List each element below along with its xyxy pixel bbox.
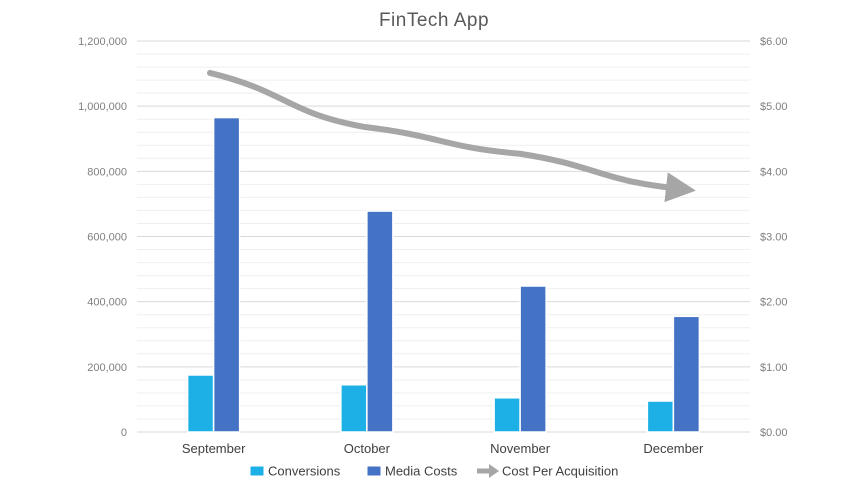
bar-media-costs [672,315,701,433]
bar-conversions [186,374,215,433]
right-tick-label: $4.00 [760,166,788,178]
right-tick-label: $6.00 [760,36,788,48]
right-tick-label: $5.00 [760,101,788,113]
chart-title: FinTech App [379,10,489,31]
line-cost-per-acquisition [207,69,696,203]
legend-arrow-icon [489,464,499,478]
right-tick-label: $3.00 [760,232,788,244]
left-tick-label: 0 [121,427,127,439]
right-tick-label: $2.00 [760,297,788,309]
category-label: November [490,441,551,456]
legend-swatch [249,465,265,477]
bars [186,116,701,433]
bar-conversions [493,397,521,433]
x-axis: September October November December [182,441,704,456]
bar-conversions [340,384,368,433]
left-axis: 0 200,000 400,000 600,000 800,000 1,000,000 1,… [78,36,127,439]
legend: Conversions Media Costs Cost Per Acquisiti… [249,464,618,479]
bar-media-costs [366,210,394,433]
bar-media-costs [519,285,547,433]
category-label: September [182,441,246,456]
right-axis: $0.00 $1.00 $2.00 $3.00 $4.00 $5.00 $6.00 [760,36,788,439]
left-tick-label: 1,200,000 [78,36,127,48]
category-label: December [643,441,704,456]
legend-swatch [366,465,382,477]
right-tick-label: $0.00 [760,427,788,439]
cpa-line [207,69,696,203]
left-tick-label: 400,000 [87,297,127,309]
right-tick-label: $1.00 [760,362,788,374]
category-label: October [344,441,391,456]
left-tick-label: 200,000 [87,362,127,374]
bar-media-costs [212,116,241,433]
legend-label: Media Costs [385,464,458,479]
bar-conversions [646,400,675,433]
left-tick-label: 600,000 [87,232,127,244]
left-tick-label: 1,000,000 [78,101,127,113]
legend-label: Conversions [268,464,341,479]
left-tick-label: 800,000 [87,166,127,178]
legend-label: Cost Per Acquisition [502,464,618,479]
